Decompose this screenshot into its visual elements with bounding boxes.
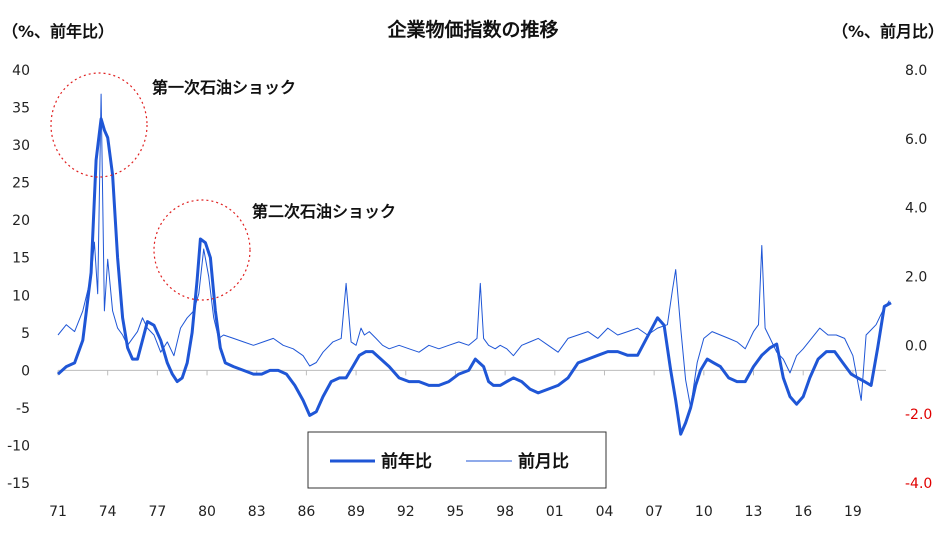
x-tick-label: 74 [99, 504, 117, 520]
legend: 前年比 前月比 [307, 431, 607, 489]
x-tick-label: 95 [447, 504, 465, 520]
right-tick-label: 0.0 [905, 338, 927, 354]
annotation-oil-shock-1: 第一次石油ショック [152, 78, 296, 97]
x-tick-label: 16 [794, 504, 812, 520]
series-line-monthly [57, 93, 890, 408]
left-tick-label: -15 [7, 476, 30, 492]
left-tick-label: 5 [21, 326, 30, 342]
legend-label-yoy: 前年比 [381, 451, 432, 472]
x-tick-label: 10 [695, 504, 713, 520]
left-tick-label: 15 [12, 251, 30, 267]
right-tick-label: 2.0 [905, 270, 927, 286]
x-tick-label: 04 [596, 504, 614, 520]
series-line-yoy [56, 117, 892, 436]
right-tick-label: 4.0 [905, 201, 927, 217]
x-tick-label: 89 [347, 504, 365, 520]
left-tick-label: 40 [12, 63, 30, 79]
x-tick-label: 80 [198, 504, 216, 520]
x-tick-label: 98 [496, 504, 514, 520]
chart-title: 企業物価指数の推移 [386, 18, 558, 41]
right-tick-label: -4.0 [905, 476, 932, 492]
right-tick-label: -2.0 [905, 407, 932, 423]
x-tick-label: 71 [49, 504, 67, 520]
x-tick-label: 01 [546, 504, 564, 520]
left-tick-label: 25 [12, 176, 30, 192]
right-tick-label: 6.0 [905, 132, 927, 148]
left-tick-label: 35 [12, 101, 30, 117]
x-tick-label: 13 [745, 504, 763, 520]
oil-shock-2-circle [153, 199, 251, 301]
x-tick-label: 86 [297, 504, 315, 520]
left-axis-unit: （%、前年比） [2, 22, 114, 41]
x-tick-label: 83 [248, 504, 266, 520]
right-axis-unit: （%、前月比） [832, 22, 944, 41]
left-axis-ticks: 40 35 30 25 20 15 10 5 0 -5 -10 -15 [7, 63, 30, 492]
right-axis-ticks: 8.0 6.0 4.0 2.0 0.0 -2.0 -4.0 [905, 63, 932, 492]
x-tick-label: 92 [397, 504, 415, 520]
left-tick-label: -10 [7, 438, 30, 454]
x-tick-label: 19 [844, 504, 862, 520]
x-axis-ticks: 71 74 77 80 83 86 89 92 95 98 01 04 07 10 13 16 19 [49, 370, 862, 520]
x-tick-label: 77 [148, 504, 166, 520]
annotation-oil-shock-2: 第二次石油ショック [252, 202, 396, 221]
left-tick-label: 20 [12, 213, 30, 229]
left-tick-label: -5 [16, 401, 30, 417]
left-tick-label: 0 [21, 363, 30, 379]
right-tick-label: 8.0 [905, 63, 927, 79]
left-tick-label: 10 [12, 288, 30, 304]
left-tick-label: 30 [12, 138, 30, 154]
x-tick-label: 07 [645, 504, 663, 520]
oil-shock-1-circle [50, 72, 148, 178]
legend-label-mom: 前月比 [518, 451, 569, 472]
